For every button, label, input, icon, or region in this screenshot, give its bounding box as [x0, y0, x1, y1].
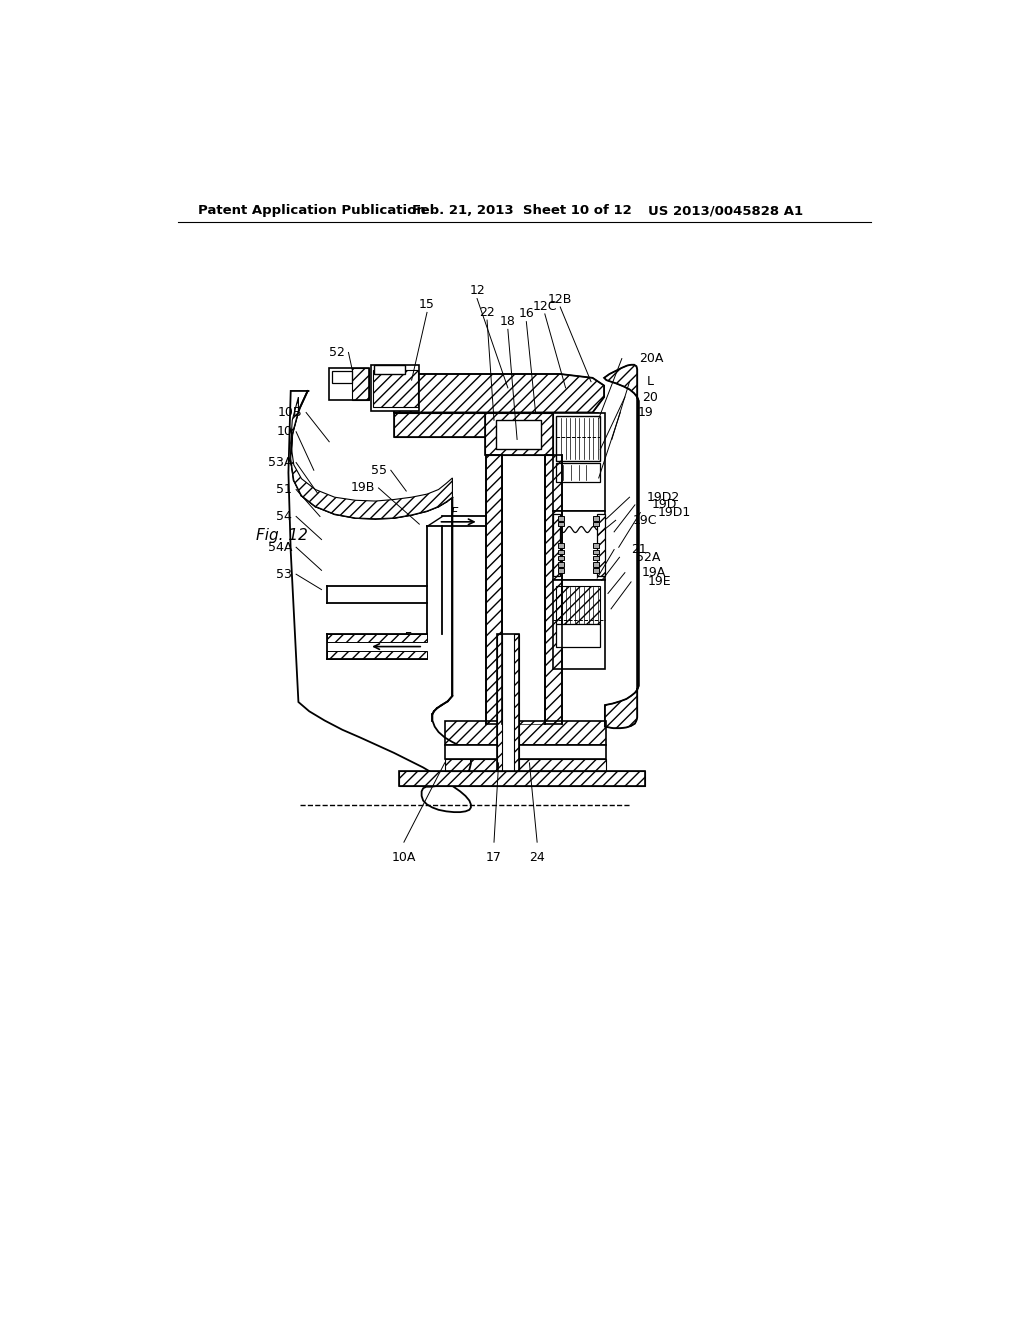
Bar: [556, 624, 600, 647]
Bar: [556, 416, 600, 461]
Text: Feb. 21, 2013  Sheet 10 of 12: Feb. 21, 2013 Sheet 10 of 12: [412, 205, 632, 218]
Bar: [352, 368, 370, 400]
Bar: [593, 556, 599, 561]
Bar: [497, 635, 518, 771]
Bar: [558, 521, 564, 527]
Bar: [497, 635, 502, 771]
Bar: [593, 516, 599, 521]
Bar: [444, 721, 606, 744]
Bar: [558, 549, 564, 554]
Bar: [328, 586, 426, 603]
Bar: [502, 455, 545, 725]
Text: F: F: [404, 631, 412, 644]
Text: 17: 17: [486, 851, 502, 865]
Bar: [371, 364, 419, 411]
Bar: [394, 413, 598, 437]
Text: 52A: 52A: [637, 550, 660, 564]
Bar: [545, 455, 562, 725]
Bar: [593, 562, 599, 566]
Text: 19A: 19A: [642, 566, 666, 579]
Text: 21: 21: [631, 543, 647, 556]
Text: 19B: 19B: [350, 482, 375, 495]
Bar: [593, 544, 599, 548]
Bar: [514, 635, 518, 771]
Bar: [558, 568, 564, 573]
Text: 53: 53: [276, 568, 292, 581]
Bar: [398, 771, 645, 785]
Bar: [486, 455, 502, 725]
Text: 10: 10: [276, 425, 292, 438]
Bar: [333, 371, 352, 383]
Text: Fig. 12: Fig. 12: [256, 528, 308, 544]
Bar: [553, 413, 605, 511]
Text: 16: 16: [518, 308, 535, 321]
Text: L: L: [646, 375, 653, 388]
Text: 20A: 20A: [639, 352, 664, 366]
Bar: [593, 568, 599, 573]
Bar: [373, 370, 418, 407]
Text: 54: 54: [276, 510, 292, 523]
Text: 52: 52: [329, 346, 345, 359]
Bar: [558, 556, 564, 561]
Bar: [553, 513, 560, 576]
Text: 24: 24: [529, 851, 545, 865]
Text: 10A: 10A: [392, 851, 416, 865]
Text: 19C: 19C: [633, 513, 657, 527]
Bar: [558, 516, 564, 521]
Text: 22: 22: [479, 306, 495, 319]
Text: US 2013/0045828 A1: US 2013/0045828 A1: [648, 205, 803, 218]
Bar: [328, 635, 426, 651]
Bar: [597, 513, 605, 576]
Bar: [556, 462, 600, 482]
Text: 51: 51: [276, 483, 292, 496]
Bar: [484, 413, 553, 455]
Bar: [330, 368, 370, 400]
Bar: [327, 651, 427, 659]
Text: 18: 18: [500, 315, 516, 329]
Bar: [553, 511, 605, 581]
Text: 12C: 12C: [532, 300, 557, 313]
Polygon shape: [394, 374, 604, 412]
Bar: [327, 635, 427, 642]
Text: 19: 19: [637, 407, 653, 418]
Text: 10B: 10B: [278, 407, 302, 418]
Bar: [558, 562, 564, 566]
Text: 54A: 54A: [268, 541, 292, 554]
Text: F: F: [451, 506, 458, 519]
Bar: [444, 744, 606, 759]
Bar: [484, 413, 553, 455]
Polygon shape: [289, 391, 471, 812]
Text: 19D1: 19D1: [657, 506, 690, 519]
Bar: [497, 420, 541, 449]
Bar: [593, 521, 599, 527]
Text: 19D: 19D: [652, 499, 677, 511]
Bar: [553, 581, 605, 669]
Text: 20: 20: [642, 391, 657, 404]
Polygon shape: [291, 397, 453, 519]
Text: 15: 15: [419, 298, 435, 312]
Text: 12: 12: [469, 284, 485, 297]
Bar: [593, 549, 599, 554]
Bar: [374, 364, 404, 374]
Bar: [444, 759, 606, 771]
Text: 19E: 19E: [648, 576, 672, 589]
Bar: [394, 413, 598, 437]
Bar: [558, 544, 564, 548]
Polygon shape: [604, 364, 639, 729]
Text: Patent Application Publication: Patent Application Publication: [199, 205, 426, 218]
Bar: [398, 771, 645, 785]
Text: 55: 55: [371, 463, 387, 477]
Bar: [556, 586, 600, 624]
Text: 12B: 12B: [548, 293, 572, 306]
Text: 53A: 53A: [268, 455, 292, 469]
Text: 19D2: 19D2: [646, 491, 680, 504]
